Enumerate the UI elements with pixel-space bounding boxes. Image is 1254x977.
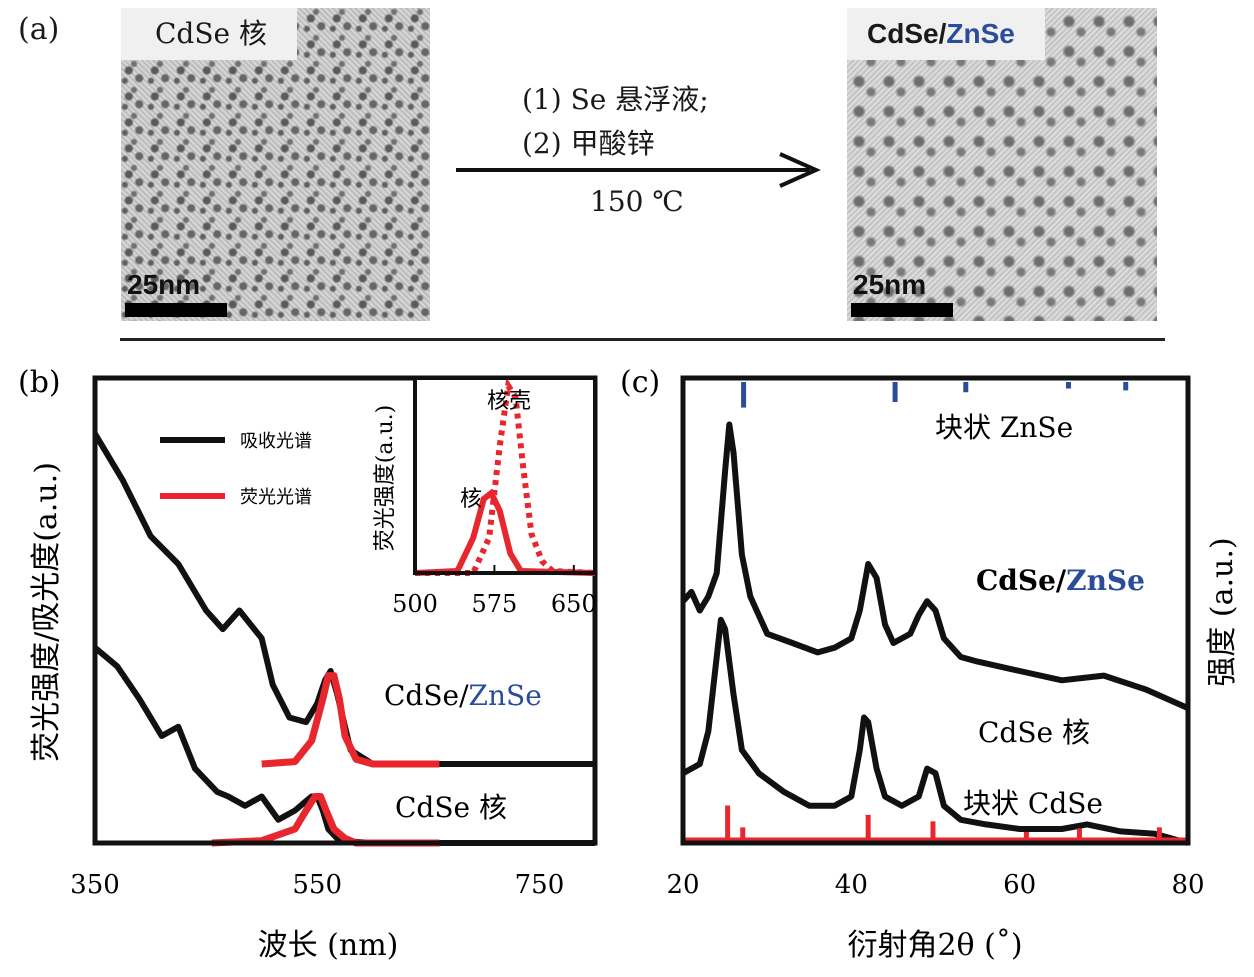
reaction-step-2: (2) 甲酸锌 xyxy=(522,127,655,160)
label-bulk-cdse: 块状 CdSe xyxy=(963,787,1103,820)
label-coreshell-b-znse: ZnSe xyxy=(469,679,542,712)
reaction-temperature: 150 ℃ xyxy=(590,185,684,218)
label-coreshell-c-znse: ZnSe xyxy=(1066,564,1145,597)
series-3-line xyxy=(211,793,440,847)
tem-image-core: CdSe 核 25nm xyxy=(121,8,430,321)
scale-bar-text: 25nm xyxy=(853,269,927,300)
x-tick-label: 60 xyxy=(1003,870,1036,900)
reaction-step-1: (1) Se 悬浮液; xyxy=(522,83,709,116)
series-1-line xyxy=(681,616,1189,846)
chart-c-x-ticks: 20 40 60 80 xyxy=(666,870,1204,900)
tem-image-coreshell: CdSe/ZnSe 25nm xyxy=(847,8,1157,321)
x-tick-label: 80 xyxy=(1171,870,1204,900)
inset-x-tick-label: 500 xyxy=(392,590,438,618)
chart-b-frame xyxy=(92,375,598,846)
series-1-line xyxy=(261,672,440,768)
chart-c-frame xyxy=(680,375,1191,846)
legend-absorption-label: 吸收光谱 xyxy=(240,431,312,452)
inset-border xyxy=(413,376,597,575)
panel-b-label: (b) xyxy=(18,365,61,400)
chart-c-xlabel: 衍射角2θ (˚) xyxy=(847,928,1022,963)
legend-fluorescence-label: 荧光光谱 xyxy=(240,487,312,508)
chart-b-xlabel: 波长 (nm) xyxy=(258,928,399,963)
series-0-line xyxy=(680,421,1190,711)
inset-x-ticks: 500 575 650 xyxy=(392,565,597,618)
chart-c xyxy=(680,382,1190,846)
inset-series-0-line xyxy=(414,488,596,576)
chart-c-ylabel: 强度 (a.u.) xyxy=(1205,537,1240,686)
chart-b xyxy=(92,432,595,847)
tem-coreshell-label-cdse: CdSe/ xyxy=(867,18,947,49)
label-core-c: CdSe 核 xyxy=(978,716,1090,749)
label-coreshell-c-cdse: CdSe/ xyxy=(976,564,1067,597)
figure-charts: (b) 350 550 750 波长 (nm) 荧光强度/吸光度(a.u.) 吸收光… xyxy=(18,365,1240,963)
label-core-b: CdSe 核 xyxy=(395,791,507,824)
inset-curves xyxy=(414,377,596,576)
panel-a-label: (a) xyxy=(18,12,60,47)
scale-bar xyxy=(851,303,953,317)
x-tick-label: 550 xyxy=(292,870,342,900)
inset-x-tick-label: 650 xyxy=(551,590,597,618)
inset-core-label: 核 xyxy=(460,487,482,512)
label-coreshell-c: CdSe/ZnSe xyxy=(976,564,1145,597)
label-coreshell-b-cdse: CdSe/ xyxy=(384,679,469,712)
tem-core-label: CdSe 核 xyxy=(121,8,298,60)
label-bulk-znse: 块状 ZnSe xyxy=(935,411,1073,444)
tem-coreshell-label-znse: ZnSe xyxy=(946,18,1015,49)
series-2-line xyxy=(93,645,595,846)
section-divider xyxy=(120,338,1165,341)
scale-bar xyxy=(125,303,227,317)
tem-coreshell-label: CdSe/ZnSe xyxy=(847,8,1045,60)
x-tick-label: 350 xyxy=(70,870,120,900)
inset-ylabel: 荧光强度(a.u.) xyxy=(373,405,398,551)
reaction-arrow xyxy=(456,152,821,188)
panel-c-label: (c) xyxy=(620,365,660,400)
x-tick-label: 750 xyxy=(515,870,565,900)
x-tick-label: 20 xyxy=(666,870,699,900)
chart-b-x-ticks: 350 550 750 xyxy=(70,870,564,900)
scale-bar-text: 25nm xyxy=(127,269,201,300)
label-coreshell-b: CdSe/ZnSe xyxy=(384,679,542,712)
x-tick-label: 40 xyxy=(835,870,868,900)
inset-coreshell-label: 核壳 xyxy=(487,389,531,414)
chart-b-ylabel: 荧光强度/吸光度(a.u.) xyxy=(29,462,64,762)
inset-series-1-line xyxy=(415,377,596,576)
inset-x-tick-label: 575 xyxy=(472,590,518,618)
